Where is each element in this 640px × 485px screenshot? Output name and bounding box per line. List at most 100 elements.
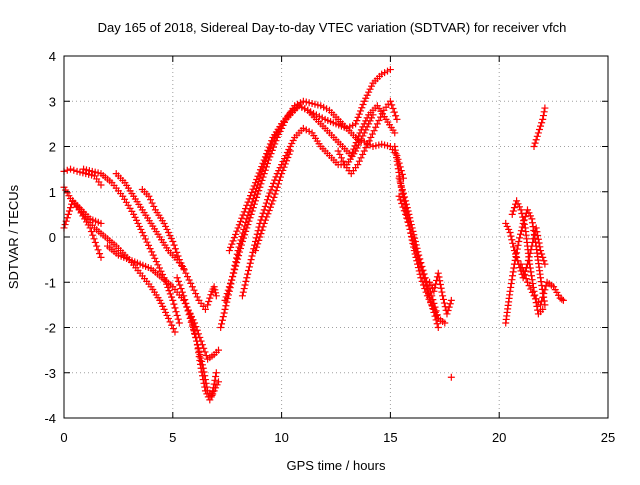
- data-point-marker: [172, 308, 180, 316]
- data-point-marker: [229, 237, 237, 245]
- data-point-marker: [253, 175, 261, 183]
- data-point-marker: [168, 293, 176, 301]
- data-point-marker: [354, 113, 362, 121]
- y-tick-label: 1: [49, 185, 56, 200]
- data-point-marker: [528, 272, 536, 280]
- data-point-marker: [193, 293, 201, 301]
- data-point-marker: [529, 280, 537, 288]
- data-point-marker: [527, 268, 535, 276]
- data-point-marker: [415, 251, 423, 259]
- data-point-marker: [534, 235, 542, 243]
- data-point-marker: [201, 387, 209, 395]
- data-point-marker: [365, 120, 373, 128]
- data-point-marker: [533, 302, 541, 310]
- data-point-marker: [540, 108, 548, 116]
- data-point-marker: [558, 295, 566, 303]
- data-point-marker: [162, 222, 170, 230]
- data-point-marker: [192, 334, 200, 342]
- data-point-marker: [173, 311, 181, 319]
- data-point-marker: [225, 247, 233, 255]
- data-point-marker: [402, 197, 410, 205]
- data-point-marker: [404, 207, 412, 215]
- data-point-marker: [205, 297, 213, 305]
- data-point-marker: [225, 283, 233, 291]
- data-point-marker: [145, 192, 153, 200]
- x-axis-label: GPS time / hours: [287, 458, 386, 473]
- data-point-marker: [245, 195, 253, 203]
- data-point-marker: [386, 97, 394, 105]
- x-tick-label: 15: [383, 430, 397, 445]
- data-point-marker: [439, 295, 447, 303]
- data-point-marker: [274, 180, 282, 188]
- data-point-marker: [244, 198, 252, 206]
- data-point-marker: [526, 264, 534, 272]
- data-point-marker: [365, 137, 373, 145]
- data-point-marker: [537, 247, 545, 255]
- data-point-marker: [230, 269, 238, 277]
- data-point-marker: [541, 286, 549, 294]
- data-point-marker: [238, 238, 246, 246]
- data-point-marker: [507, 283, 515, 291]
- data-point-marker: [530, 143, 538, 150]
- data-point-marker: [268, 183, 276, 191]
- data-point-marker: [162, 308, 170, 316]
- data-point-marker: [208, 391, 216, 399]
- data-point-marker: [196, 360, 204, 368]
- data-point-marker: [229, 273, 237, 281]
- data-point-marker: [90, 235, 98, 243]
- data-point-marker: [240, 285, 248, 293]
- data-point-marker: [212, 289, 220, 297]
- data-point-marker: [359, 150, 367, 158]
- data-point-marker: [360, 97, 368, 105]
- data-point-marker: [248, 188, 256, 196]
- data-point-marker: [412, 241, 420, 249]
- data-point-marker: [527, 285, 535, 293]
- series-track-11: [204, 283, 220, 309]
- data-point-marker: [258, 226, 266, 234]
- x-tick-label: 5: [169, 430, 176, 445]
- data-point-marker: [140, 232, 148, 240]
- data-point-marker: [436, 281, 444, 289]
- data-point-marker: [196, 356, 204, 364]
- data-point-marker: [397, 182, 405, 190]
- x-tick-label: 20: [492, 430, 506, 445]
- data-point-marker: [248, 207, 256, 215]
- series-track-22: [447, 373, 455, 381]
- data-point-marker: [362, 144, 370, 152]
- data-point-marker: [336, 150, 344, 158]
- data-point-marker: [214, 378, 222, 386]
- data-point-marker: [514, 257, 522, 265]
- data-point-marker: [230, 234, 238, 242]
- data-point-marker: [246, 214, 254, 222]
- data-point-marker: [539, 305, 547, 313]
- data-point-marker: [446, 300, 454, 308]
- data-point-marker: [201, 348, 209, 356]
- data-point-marker: [245, 266, 253, 274]
- data-point-marker: [207, 291, 215, 299]
- series-track-20: [395, 174, 442, 322]
- data-point-marker: [506, 228, 514, 236]
- data-point-marker: [157, 299, 165, 307]
- data-point-marker: [259, 159, 267, 167]
- data-point-marker: [431, 303, 439, 311]
- data-point-marker: [358, 104, 366, 112]
- data-point-marker: [221, 305, 229, 313]
- data-point-marker: [210, 283, 218, 291]
- data-point-marker: [365, 88, 373, 96]
- data-point-marker: [538, 297, 546, 305]
- data-point-marker: [243, 274, 251, 282]
- data-point-marker: [355, 110, 363, 118]
- data-point-marker: [206, 294, 214, 302]
- data-point-marker: [368, 82, 376, 90]
- data-point-marker: [440, 299, 448, 307]
- data-point-marker: [249, 204, 257, 212]
- data-point-marker: [97, 253, 105, 261]
- data-point-marker: [155, 264, 163, 272]
- data-point-marker: [190, 327, 198, 335]
- data-point-marker: [539, 115, 547, 123]
- data-point-marker: [508, 210, 516, 218]
- data-point-marker: [235, 252, 243, 260]
- data-point-marker: [532, 136, 540, 144]
- data-point-marker: [389, 104, 397, 112]
- data-point-marker: [370, 127, 378, 135]
